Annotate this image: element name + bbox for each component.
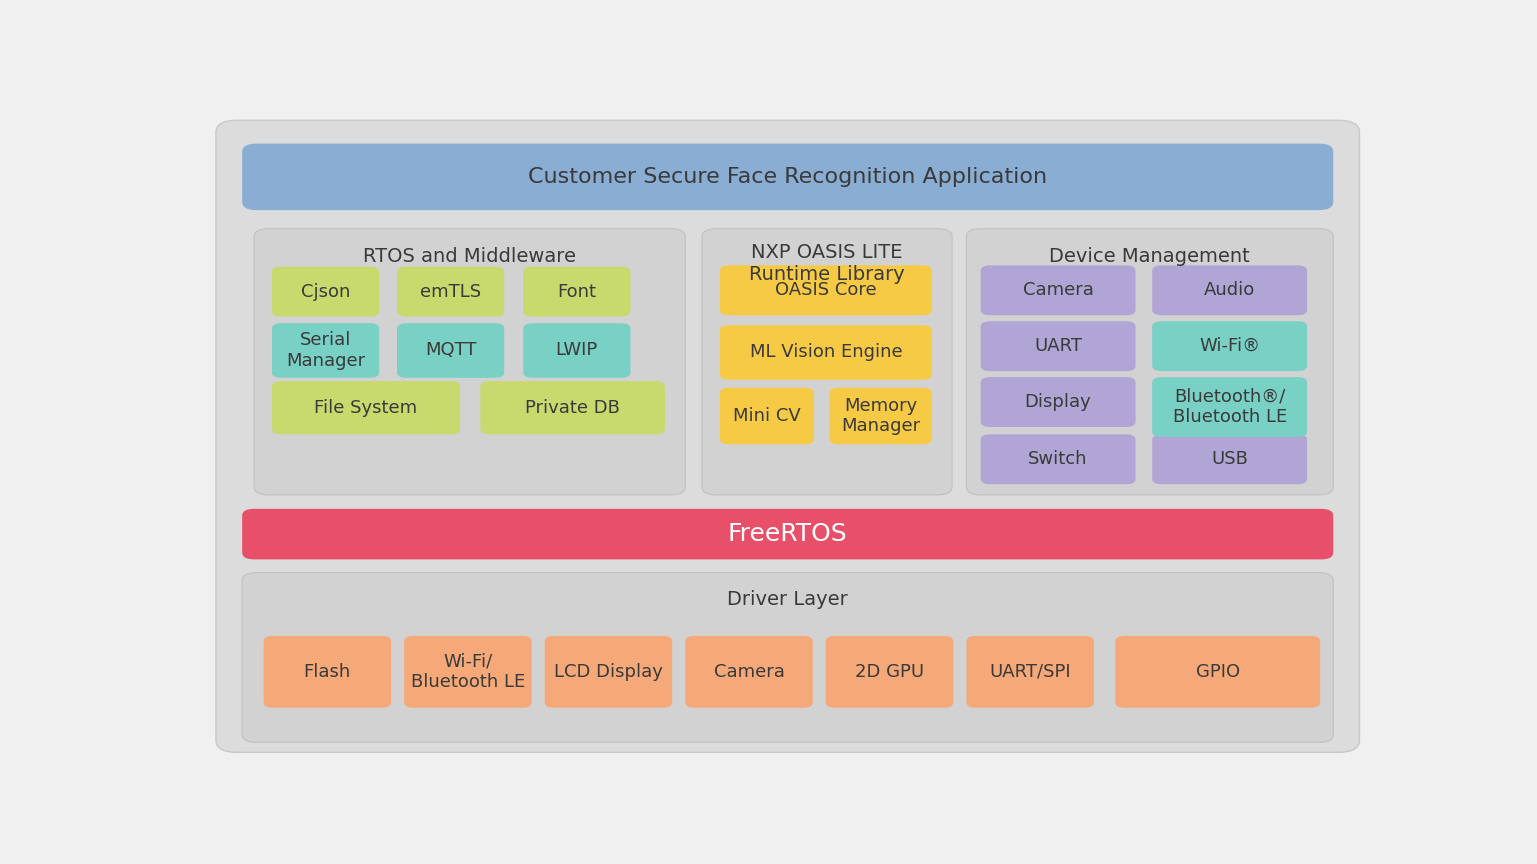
Text: Serial
Manager: Serial Manager [286,331,366,370]
FancyBboxPatch shape [404,636,532,708]
FancyBboxPatch shape [1116,636,1320,708]
Text: Switch: Switch [1028,450,1088,468]
Text: NXP OASIS LITE
Runtime Library: NXP OASIS LITE Runtime Library [749,244,905,284]
Text: Private DB: Private DB [526,398,619,416]
FancyBboxPatch shape [243,509,1333,559]
Text: UART/SPI: UART/SPI [990,663,1071,681]
Text: emTLS: emTLS [420,283,481,301]
FancyBboxPatch shape [981,265,1136,315]
Text: Camera: Camera [1022,282,1093,299]
Text: LCD Display: LCD Display [553,663,662,681]
FancyBboxPatch shape [981,377,1136,427]
Text: Font: Font [558,283,596,301]
Text: Audio: Audio [1203,282,1256,299]
FancyBboxPatch shape [981,321,1136,372]
Text: FreeRTOS: FreeRTOS [729,522,847,546]
FancyBboxPatch shape [825,636,953,708]
FancyBboxPatch shape [967,229,1333,495]
FancyBboxPatch shape [967,636,1094,708]
FancyBboxPatch shape [481,381,666,435]
FancyBboxPatch shape [397,323,504,378]
Text: OASIS Core: OASIS Core [775,282,876,299]
Text: MQTT: MQTT [424,341,476,359]
Text: Customer Secure Face Recognition Application: Customer Secure Face Recognition Applica… [529,167,1047,187]
FancyBboxPatch shape [264,636,390,708]
Text: Flash: Flash [304,663,350,681]
Text: UART: UART [1034,337,1082,355]
Text: 2D GPU: 2D GPU [855,663,924,681]
FancyBboxPatch shape [719,325,931,380]
Text: Cjson: Cjson [301,283,350,301]
FancyBboxPatch shape [254,229,686,495]
Text: Mini CV: Mini CV [733,407,801,425]
FancyBboxPatch shape [719,265,931,315]
Text: Device Management: Device Management [1050,247,1250,266]
FancyBboxPatch shape [272,323,380,378]
FancyBboxPatch shape [1153,435,1306,484]
Text: GPIO: GPIO [1196,663,1240,681]
Text: Display: Display [1025,393,1091,411]
FancyBboxPatch shape [1153,377,1306,437]
FancyBboxPatch shape [719,388,815,444]
FancyBboxPatch shape [686,636,813,708]
Text: Memory
Manager: Memory Manager [841,397,921,435]
FancyBboxPatch shape [272,381,460,435]
Text: USB: USB [1211,450,1248,468]
Text: File System: File System [315,398,418,416]
FancyBboxPatch shape [1153,265,1306,315]
FancyBboxPatch shape [523,267,630,316]
Text: Wi-Fi®: Wi-Fi® [1199,337,1260,355]
Text: Camera: Camera [713,663,784,681]
Text: RTOS and Middleware: RTOS and Middleware [363,247,576,266]
Text: Driver Layer: Driver Layer [727,590,848,609]
FancyBboxPatch shape [702,229,951,495]
FancyBboxPatch shape [272,267,380,316]
FancyBboxPatch shape [243,143,1333,210]
FancyBboxPatch shape [830,388,931,444]
Text: LWIP: LWIP [556,341,598,359]
FancyBboxPatch shape [544,636,672,708]
FancyBboxPatch shape [215,120,1360,753]
FancyBboxPatch shape [1153,321,1306,372]
FancyBboxPatch shape [243,573,1333,742]
Text: Bluetooth®/
Bluetooth LE: Bluetooth®/ Bluetooth LE [1173,388,1286,427]
FancyBboxPatch shape [523,323,630,378]
Text: Wi-Fi/
Bluetooth LE: Wi-Fi/ Bluetooth LE [410,652,526,691]
FancyBboxPatch shape [397,267,504,316]
FancyBboxPatch shape [981,435,1136,484]
Text: ML Vision Engine: ML Vision Engine [750,344,902,361]
